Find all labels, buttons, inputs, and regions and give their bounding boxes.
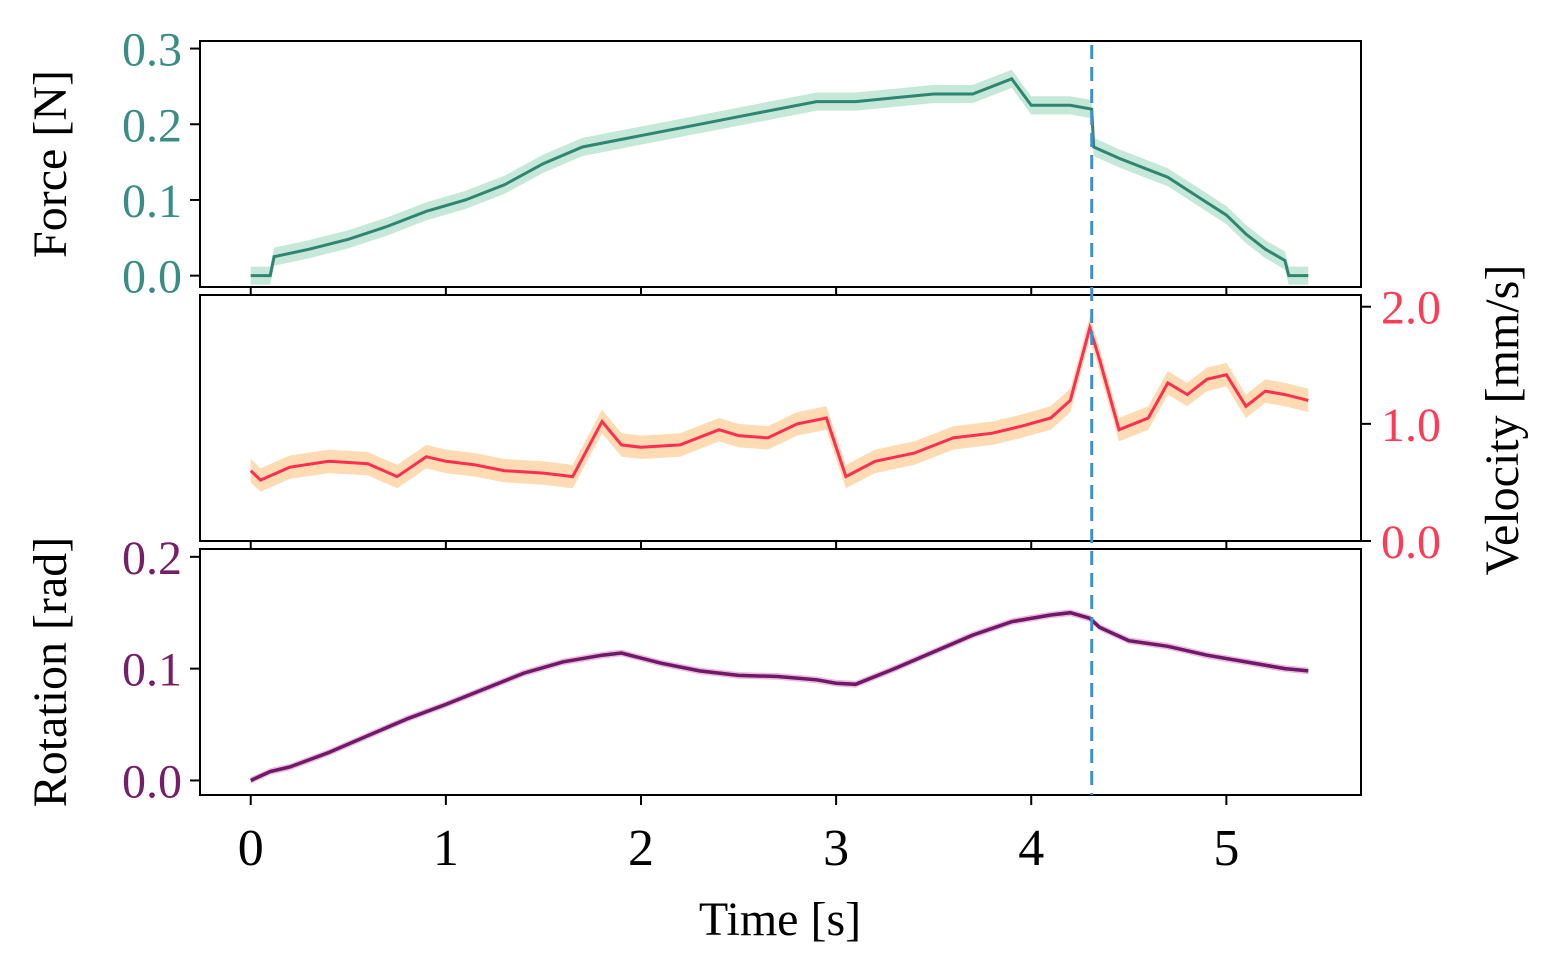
- force-mean-line: [250, 76, 1309, 278]
- rotation-y-ticks: 0.0 0.1 0.2: [122, 532, 200, 808]
- rotation-ytick-label: 0.1: [122, 644, 182, 697]
- force-axis-label: Force [N]: [24, 70, 77, 258]
- rotation-ytick-label: 0.0: [122, 755, 182, 808]
- velocity-axes-frame: [199, 294, 1362, 542]
- time-xtick-label: 2: [628, 820, 654, 877]
- velocity-axis-label: Velocity [mm/s]: [1476, 265, 1529, 576]
- time-x-ticks: 0 1 2 3 4 5: [238, 795, 1239, 877]
- velocity-ytick-label: 0.0: [1381, 516, 1441, 569]
- rotation-mean-line: [249, 610, 1309, 783]
- force-panel: 0.0 0.1 0.2 0.3 Force [N]: [24, 24, 1362, 304]
- velocity-y-ticks: 0.0 1.0 2.0: [249, 282, 1441, 569]
- velocity-mean-line: [249, 322, 1309, 482]
- rotation-axis-label: Rotation [rad]: [24, 537, 77, 808]
- force-ytick-label: 0.1: [122, 175, 182, 228]
- velocity-ytick-label: 2.0: [1381, 282, 1441, 335]
- time-xtick-label: 0: [238, 820, 264, 877]
- velocity-confidence-band: [250, 316, 1309, 492]
- force-ytick-label: 0.3: [122, 24, 182, 77]
- velocity-panel: 0.0 1.0 2.0 Velocity [mm/s]: [199, 265, 1529, 576]
- force-confidence-band: [250, 69, 1309, 285]
- force-ytick-label: 0.0: [122, 251, 182, 304]
- time-xtick-label: 4: [1018, 820, 1044, 877]
- rotation-confidence-band: [250, 609, 1309, 784]
- time-xtick-label: 5: [1213, 820, 1239, 877]
- time-axis-label: Time [s]: [699, 893, 861, 946]
- force-axes-frame: [199, 40, 1362, 288]
- rotation-axes-frame: [199, 548, 1362, 796]
- rotation-panel: 0.0 0.1 0.2 0 1 2 3 4 5 Rotation [rad] Time [s]: [24, 532, 1362, 946]
- force-y-ticks: 0.0 0.1 0.2 0.3: [122, 24, 1228, 304]
- time-xtick-label: 1: [433, 820, 459, 877]
- force-ytick-label: 0.2: [122, 99, 182, 152]
- rotation-ytick-label: 0.2: [122, 532, 182, 585]
- time-xtick-label: 3: [823, 820, 849, 877]
- velocity-ytick-label: 1.0: [1381, 399, 1441, 452]
